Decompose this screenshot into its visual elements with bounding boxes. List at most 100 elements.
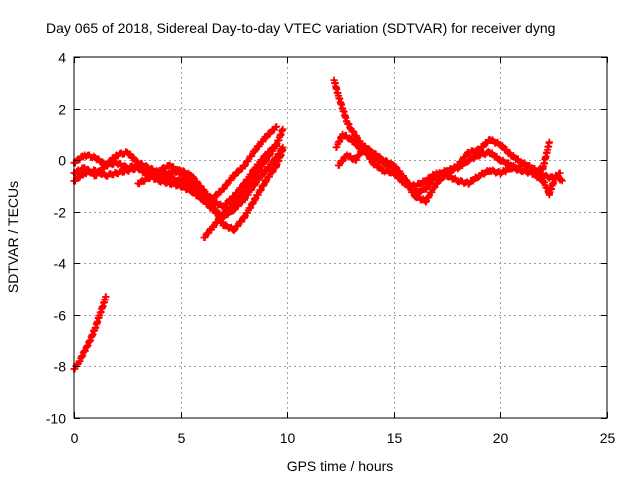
data-point bbox=[102, 172, 110, 180]
data-point bbox=[262, 133, 270, 141]
data-point bbox=[558, 177, 566, 185]
x-tick-label: 10 bbox=[280, 430, 296, 446]
data-point bbox=[475, 146, 483, 154]
series-track-i bbox=[334, 143, 566, 199]
data-point bbox=[219, 221, 227, 229]
data-point bbox=[102, 161, 110, 169]
data-point bbox=[251, 195, 259, 203]
data-point bbox=[177, 169, 185, 177]
y-tick-label: -4 bbox=[54, 256, 67, 272]
data-point bbox=[198, 190, 206, 198]
data-point bbox=[330, 76, 338, 84]
x-tick-label: 0 bbox=[71, 430, 79, 446]
data-point bbox=[145, 174, 153, 182]
data-point bbox=[518, 159, 526, 167]
data-point bbox=[102, 293, 110, 301]
series-track-d bbox=[134, 123, 280, 203]
data-point bbox=[539, 177, 547, 185]
x-tick-label: 20 bbox=[493, 430, 509, 446]
data-point bbox=[273, 161, 280, 169]
data-point bbox=[209, 195, 217, 203]
data-point bbox=[464, 179, 472, 187]
data-point bbox=[486, 148, 494, 156]
data-point bbox=[166, 174, 174, 182]
data-point bbox=[134, 179, 142, 187]
data-point bbox=[379, 159, 387, 167]
data-point bbox=[432, 169, 440, 177]
data-point bbox=[187, 172, 195, 180]
data-point bbox=[464, 148, 472, 156]
data-point bbox=[230, 226, 238, 234]
data-point bbox=[123, 148, 131, 156]
data-point bbox=[369, 159, 376, 167]
data-point bbox=[486, 136, 494, 143]
data-point bbox=[279, 125, 287, 133]
data-point bbox=[209, 223, 217, 231]
data-point bbox=[411, 192, 419, 200]
x-tick-label: 5 bbox=[178, 430, 186, 446]
data-point bbox=[241, 187, 249, 195]
ticks: 0 5 10 15 20 25 -10 -8 -6 -4 -2 0 2 4 bbox=[46, 50, 616, 447]
data-point bbox=[134, 159, 142, 167]
data-point bbox=[97, 308, 105, 316]
data-point bbox=[91, 324, 99, 332]
data-point bbox=[545, 138, 553, 146]
data-point bbox=[332, 143, 340, 151]
data-point bbox=[219, 185, 227, 192]
data-point bbox=[552, 172, 560, 180]
data-point bbox=[273, 123, 280, 131]
data-point bbox=[75, 357, 83, 365]
data-point bbox=[334, 161, 342, 169]
data-point bbox=[262, 156, 270, 164]
x-tick-label: 25 bbox=[600, 430, 616, 446]
data-point bbox=[91, 172, 99, 180]
data-point bbox=[230, 200, 238, 208]
data-point bbox=[379, 167, 387, 174]
data-layer bbox=[70, 76, 566, 373]
plot-frame bbox=[73, 56, 608, 419]
data-point bbox=[545, 190, 553, 198]
data-point bbox=[390, 169, 398, 177]
y-tick-label: -6 bbox=[54, 308, 67, 324]
data-point bbox=[251, 172, 259, 180]
data-point bbox=[454, 161, 462, 169]
data-point bbox=[123, 167, 131, 174]
data-point bbox=[351, 156, 359, 164]
data-point bbox=[273, 141, 280, 149]
data-point bbox=[86, 337, 94, 345]
data-point bbox=[528, 169, 536, 177]
data-point bbox=[486, 167, 494, 174]
data-point bbox=[422, 185, 430, 192]
series-track-e bbox=[200, 141, 280, 241]
data-point bbox=[81, 164, 89, 172]
data-point bbox=[360, 143, 368, 151]
data-point bbox=[145, 164, 153, 172]
data-point bbox=[91, 154, 99, 162]
data-point bbox=[496, 156, 504, 164]
data-point bbox=[422, 197, 430, 205]
data-point bbox=[334, 92, 342, 100]
x-tick-label: 15 bbox=[387, 430, 403, 446]
data-point bbox=[343, 118, 351, 125]
data-point bbox=[422, 177, 430, 185]
y-tick-label: 0 bbox=[58, 153, 66, 169]
data-point bbox=[518, 167, 526, 174]
data-point bbox=[347, 125, 355, 133]
data-point bbox=[279, 146, 287, 154]
y-tick-label: -10 bbox=[46, 411, 66, 427]
y-tick-label: -8 bbox=[54, 359, 67, 375]
data-point bbox=[507, 151, 515, 159]
data-point bbox=[432, 179, 440, 187]
data-point bbox=[251, 179, 259, 187]
y-axis-title: SDTVAR / TECUs bbox=[5, 181, 21, 293]
data-point bbox=[155, 167, 163, 174]
data-point bbox=[347, 136, 355, 143]
data-point bbox=[539, 164, 547, 172]
x-axis-title: GPS time / hours bbox=[287, 458, 394, 474]
data-point bbox=[219, 210, 227, 218]
data-point bbox=[209, 203, 217, 211]
data-point bbox=[113, 151, 121, 159]
data-point bbox=[339, 105, 347, 113]
data-point bbox=[81, 347, 89, 355]
